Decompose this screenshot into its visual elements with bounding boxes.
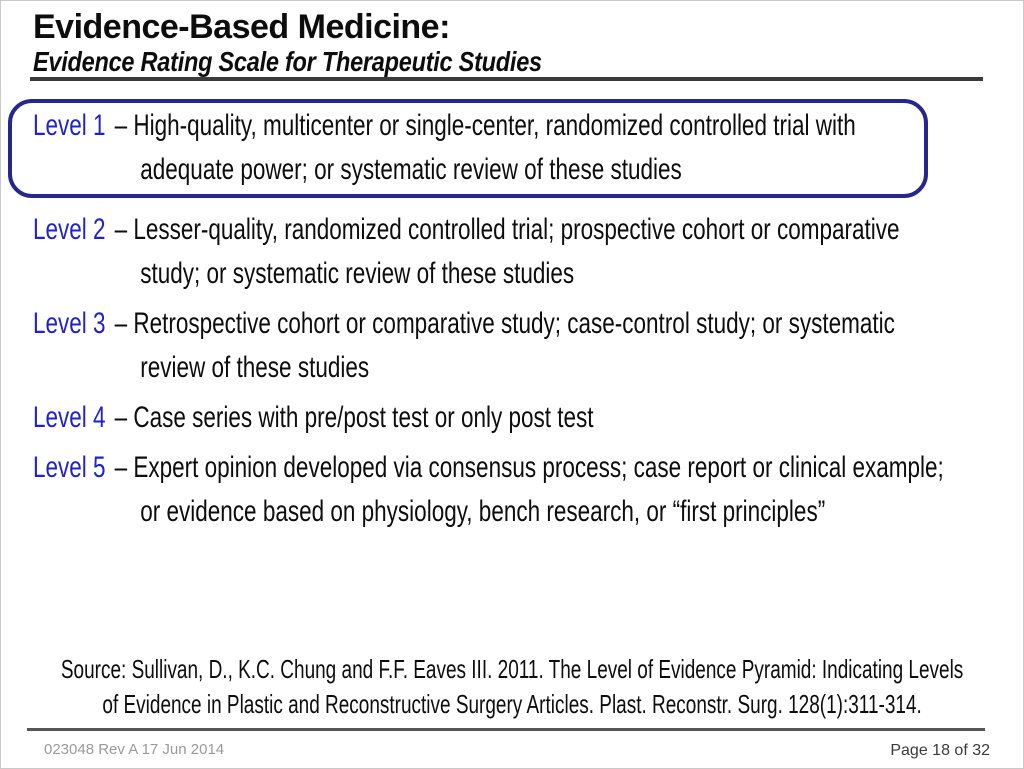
level-2-label: Level 2 (33, 213, 106, 246)
level-3-text: – Retrospective cohort or comparative st… (114, 307, 895, 384)
level-item-5: Level 5– Expert opinion developed via co… (33, 446, 1024, 534)
document-revision: 023048 Rev A 17 Jun 2014 (44, 741, 225, 758)
level-4-label: Level 4 (33, 401, 106, 434)
level-3-label: Level 3 (33, 307, 106, 340)
level-1-highlight-box (8, 99, 928, 198)
slide-subtitle: Evidence Rating Scale for Therapeutic St… (33, 46, 542, 77)
page-number: Page 18 of 32 (890, 742, 990, 759)
level-item-2: Level 2– Lesser-quality, randomized cont… (33, 208, 1024, 296)
slide-title: Evidence-Based Medicine: (33, 8, 450, 46)
footer-divider (27, 728, 985, 731)
source-citation: Source: Sullivan, D., K.C. Chung and F.F… (60, 654, 964, 719)
level-item-4: Level 4– Case series with pre/post test … (33, 396, 1024, 440)
title-divider (30, 77, 983, 81)
level-5-text: – Expert opinion developed via consensus… (114, 451, 944, 528)
level-1-label: Level 1 (33, 109, 106, 142)
level-item-3: Level 3– Retrospective cohort or compara… (33, 302, 1024, 390)
level-2-text: – Lesser-quality, randomized controlled … (114, 213, 900, 290)
level-list: Level 1– High-quality, multicenter or si… (33, 104, 1024, 540)
level-5-label: Level 5 (33, 451, 106, 484)
level-4-text: – Case series with pre/post test or only… (114, 401, 594, 434)
level-item-1: Level 1– High-quality, multicenter or si… (33, 104, 1024, 192)
level-1-text: – High-quality, multicenter or single-ce… (114, 109, 856, 186)
